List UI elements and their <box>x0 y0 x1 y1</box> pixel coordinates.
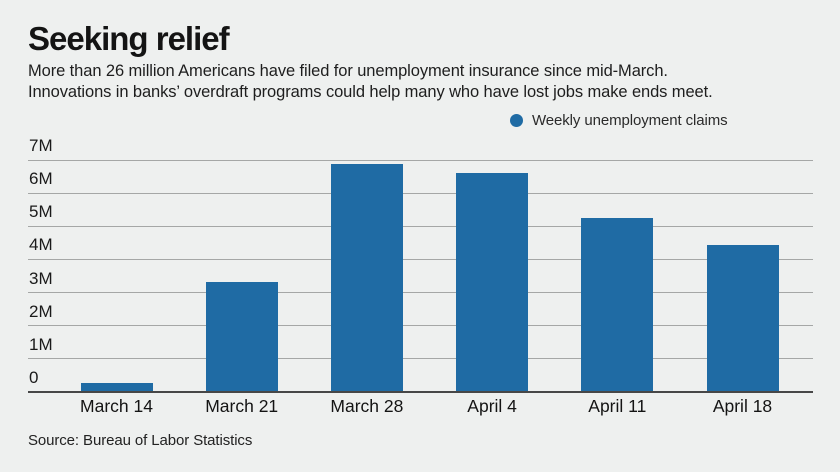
subtitle-line-2: Innovations in banks’ overdraft programs… <box>28 83 713 101</box>
bar-april-4 <box>456 172 529 392</box>
bar-march-14 <box>80 382 153 392</box>
y-axis-tick-label: 4M <box>29 235 53 255</box>
source-note: Source: Bureau of Labor Statistics <box>28 432 253 449</box>
gridline <box>28 358 813 360</box>
gridline <box>28 258 813 260</box>
y-axis-tick-label: 7M <box>29 136 53 155</box>
bar-march-28 <box>330 164 403 392</box>
y-axis-tick-label: 0 <box>29 368 39 387</box>
x-axis-tick-label: March 21 <box>205 396 279 416</box>
chart-subtitle: More than 26 million Americans have file… <box>28 61 713 103</box>
y-axis-tick-label: 3M <box>29 268 53 288</box>
y-axis-tick-label: 5M <box>29 202 53 222</box>
bar-march-21 <box>205 282 278 392</box>
x-axis-tick-label: April 11 <box>588 396 647 416</box>
y-axis-tick-label: 6M <box>29 169 53 189</box>
y-axis-tick-label: 1M <box>29 334 53 354</box>
gridline <box>28 225 813 227</box>
gridline <box>28 192 813 194</box>
chart-title: Seeking relief <box>28 20 230 57</box>
gridline <box>28 159 813 161</box>
x-axis: March 14 March 21 March 28 April 4 April 11 A… <box>28 396 813 418</box>
bar-april-11 <box>581 218 654 392</box>
y-axis-tick-label: 2M <box>29 301 53 321</box>
legend-dot-icon <box>510 114 523 127</box>
x-axis-line <box>28 391 813 393</box>
gridline <box>28 325 813 327</box>
x-axis-tick-label: April 18 <box>712 396 773 416</box>
x-axis-tick-label: March 28 <box>330 396 404 416</box>
x-axis-tick-label: April 4 <box>467 396 517 416</box>
x-axis-tick-label: March 14 <box>80 396 153 416</box>
bar-april-18 <box>706 244 779 392</box>
legend-label: Weekly unemployment claims <box>532 112 728 129</box>
gridline <box>28 292 813 294</box>
plot-area: 0 1M 2M 3M 4M 5M 6M 7M <box>28 136 813 393</box>
subtitle-line-1: More than 26 million Americans have file… <box>28 62 668 80</box>
legend: Weekly unemployment claims <box>510 112 728 129</box>
